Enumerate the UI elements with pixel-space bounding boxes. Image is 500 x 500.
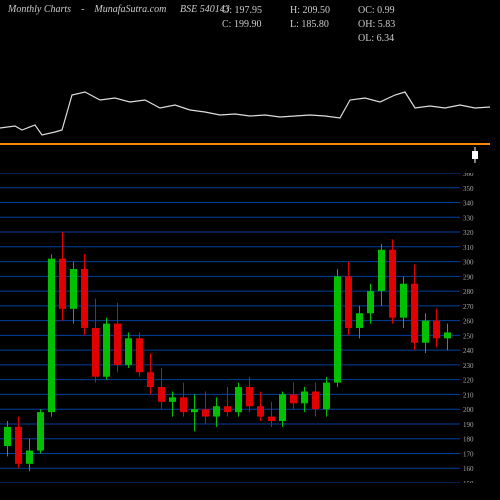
svg-text:320: 320 <box>463 229 474 237</box>
o-label: O: <box>222 5 232 16</box>
svg-text:290: 290 <box>463 273 474 281</box>
oh-label: OH: <box>358 19 375 30</box>
candlestick-panel: 150 160 170 180 190 200 210 220 230 240 250 260 270 2… <box>0 173 490 483</box>
svg-text:200: 200 <box>463 406 474 414</box>
c-label: C: <box>222 19 231 30</box>
indicator-line-chart <box>0 30 490 145</box>
h-label: H: <box>290 5 300 16</box>
svg-text:260: 260 <box>463 318 474 326</box>
svg-text:240: 240 <box>463 347 474 355</box>
dash: - <box>81 4 84 26</box>
svg-text:180: 180 <box>463 436 474 444</box>
chart-header: Monthly Charts - MunafaSutra.com BSE 540… <box>0 0 500 30</box>
mini-candle-icon <box>470 147 480 163</box>
svg-text:160: 160 <box>463 465 474 473</box>
panel-divider <box>0 145 500 167</box>
l-val: 185.80 <box>301 19 329 30</box>
svg-text:340: 340 <box>463 200 474 208</box>
l-label: L: <box>290 19 299 30</box>
ohlc-high-low: H: 209.50 L: 185.80 <box>290 4 330 32</box>
svg-text:230: 230 <box>463 362 474 370</box>
svg-text:280: 280 <box>463 288 474 296</box>
svg-text:220: 220 <box>463 377 474 385</box>
svg-text:310: 310 <box>463 244 474 252</box>
h-val: 209.50 <box>303 5 331 16</box>
oh-val: 5.83 <box>378 19 396 30</box>
chart-title: Monthly Charts <box>8 4 71 26</box>
oc-label: OC: <box>358 5 375 16</box>
ohlc-open-close: O: 197.95 C: 199.90 <box>222 4 262 32</box>
svg-text:360: 360 <box>463 173 474 178</box>
svg-text:300: 300 <box>463 259 474 267</box>
svg-text:330: 330 <box>463 214 474 222</box>
svg-text:270: 270 <box>463 303 474 311</box>
o-val: 197.95 <box>235 5 263 16</box>
c-val: 199.90 <box>234 19 262 30</box>
svg-text:190: 190 <box>463 421 474 429</box>
svg-text:210: 210 <box>463 391 474 399</box>
svg-text:350: 350 <box>463 185 474 193</box>
site-name: MunafaSutra.com <box>94 4 166 26</box>
candlestick-chart: 150 160 170 180 190 200 210 220 230 240 250 260 270 2… <box>0 173 490 483</box>
oc-val: 0.99 <box>377 5 395 16</box>
svg-text:150: 150 <box>463 480 474 483</box>
svg-text:170: 170 <box>463 450 474 458</box>
indicator-panel <box>0 30 490 145</box>
svg-text:250: 250 <box>463 332 474 340</box>
